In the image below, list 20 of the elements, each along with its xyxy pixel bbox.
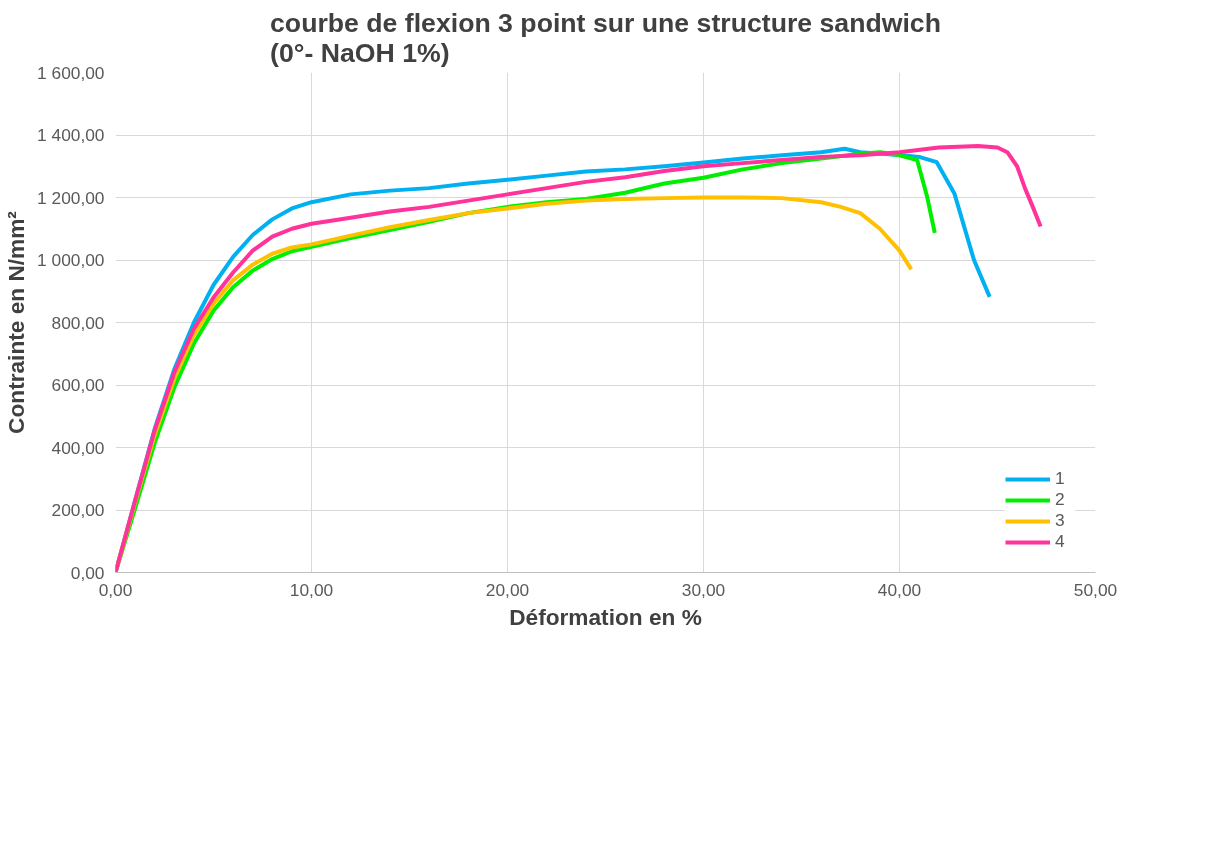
y-tick-label: 1 400,00 [37,125,105,145]
x-tick-label: 50,00 [1073,579,1118,600]
y-tick-label: 400,00 [51,437,105,458]
y-tick-label: 800,00 [51,312,105,333]
legend-label: 4 [1055,531,1066,552]
legend-label: 1 [1055,468,1066,489]
legend-label: 2 [1055,489,1066,510]
x-tick-label: 10,00 [289,579,334,600]
legend-label: 3 [1055,510,1066,531]
y-tick-label: 1 200,00 [37,187,105,208]
x-tick-label: 40,00 [877,579,922,600]
y-tick-label: 1 600,00 [37,62,105,83]
x-axis-title: Déformation en % [509,603,702,630]
y-tick-label: 600,00 [51,375,105,395]
chart-title: courbe de flexion 3 point sur une structure sandwich (0°- NaOH 1%) [270,7,941,68]
y-tick-label: 200,00 [51,500,105,520]
x-tick-label: 30,00 [681,579,726,600]
y-tick-label: 1 000,00 [37,250,105,270]
x-tick-label: 20,00 [485,579,530,600]
y-axis-title: Contrainte en N/mm² [3,210,30,434]
